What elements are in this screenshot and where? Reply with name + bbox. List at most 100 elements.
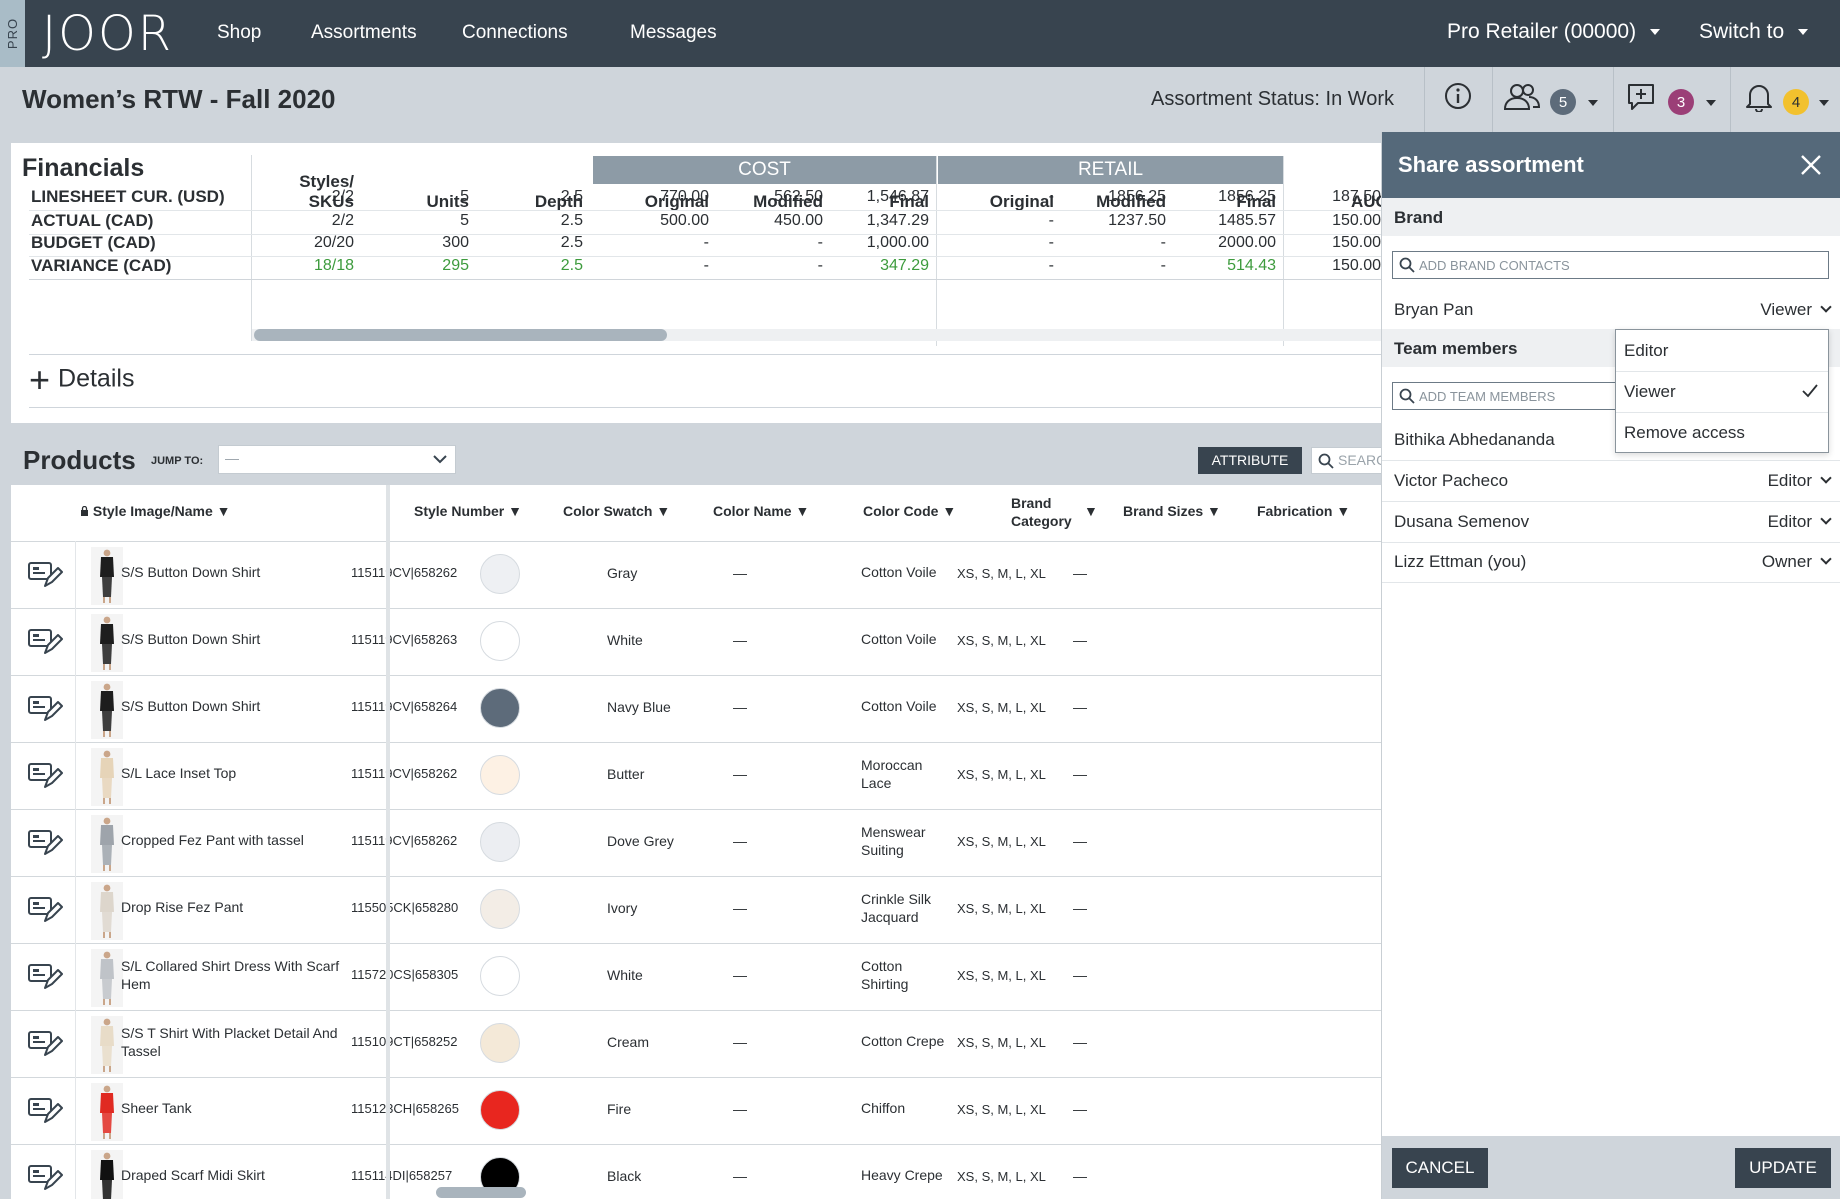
brand-contact-role-select[interactable]: Viewer <box>1712 300 1832 320</box>
style-name[interactable]: Tassel <box>121 1043 161 1059</box>
filter-icon[interactable]: ▼ <box>216 503 231 519</box>
fabrication: — <box>1073 900 1087 916</box>
table-row[interactable]: S/S Button Down Shirt 115119CV|658264 Navy… <box>11 675 1381 742</box>
details-toggle[interactable]: + Details <box>29 359 134 401</box>
brand-sizes: XS, S, M, L, XL <box>957 767 1046 782</box>
top-navigation-bar: PRO JOOR Shop Assortments Connections Me… <box>0 0 1840 67</box>
nav-connections[interactable]: Connections <box>462 22 568 43</box>
filter-icon[interactable]: ▼ <box>795 503 810 519</box>
edit-style-icon[interactable] <box>27 560 63 590</box>
chevron-down-icon <box>1820 513 1832 525</box>
style-number: 115505CK|658280 <box>351 900 459 915</box>
team-member-role-select[interactable]: Owner <box>1682 552 1832 572</box>
style-name[interactable]: S/S T Shirt With Placket Detail And <box>121 1025 338 1041</box>
collaborators-icon[interactable] <box>1503 82 1541 112</box>
style-name[interactable]: Cropped Fez Pant with tassel <box>121 832 304 848</box>
jump-to-select[interactable]: — <box>218 445 456 474</box>
table-row[interactable]: Sheer Tank 115123CH|658265 Fire — Chiffon XS,… <box>11 1077 1381 1144</box>
edit-style-icon[interactable] <box>27 1029 63 1059</box>
column-style-image-name[interactable]: Style Image/Name ▼ <box>80 502 230 520</box>
column-color-swatch[interactable]: Color Swatch ▼ <box>563 502 670 520</box>
style-thumbnail[interactable] <box>91 949 123 1007</box>
column-color-name[interactable]: Color Name ▼ <box>713 502 809 520</box>
caret-down-icon[interactable] <box>1706 100 1716 106</box>
style-name[interactable]: Sheer Tank <box>121 1100 192 1116</box>
edit-style-icon[interactable] <box>27 694 63 724</box>
attribute-button[interactable]: ATTRIBUTE <box>1198 447 1302 474</box>
caret-down-icon[interactable] <box>1819 100 1829 106</box>
style-thumbnail[interactable] <box>91 882 123 940</box>
cancel-button[interactable]: CANCEL <box>1392 1148 1488 1188</box>
table-row[interactable]: S/S Button Down Shirt 115119CV|658262 Gray… <box>11 541 1381 608</box>
style-thumbnail[interactable] <box>91 815 123 873</box>
table-horizontal-scroll-thumb[interactable] <box>436 1187 526 1198</box>
style-thumbnail[interactable] <box>91 681 123 739</box>
style-number: 115720CS|658305 <box>351 967 459 982</box>
filter-icon[interactable]: ▼ <box>1084 503 1098 519</box>
caret-down-icon[interactable] <box>1588 100 1598 106</box>
style-name[interactable]: S/L Lace Inset Top <box>121 765 237 781</box>
edit-style-icon[interactable] <box>27 895 63 925</box>
table-row[interactable]: S/S Button Down Shirt 115119CV|658263 Whit… <box>11 608 1381 675</box>
edit-style-icon[interactable] <box>27 761 63 791</box>
nav-assortments[interactable]: Assortments <box>311 22 417 43</box>
retailer-selector[interactable]: Pro Retailer (00000) <box>1447 20 1661 44</box>
comment-add-icon[interactable] <box>1626 82 1656 112</box>
table-row[interactable]: S/L Lace Inset Top 115119CV|658262 Butter —… <box>11 742 1381 809</box>
column-fabrication[interactable]: Fabrication ▼ <box>1257 502 1350 520</box>
edit-style-icon[interactable] <box>27 828 63 858</box>
financials-scroll-thumb[interactable] <box>254 329 667 341</box>
style-thumbnail[interactable] <box>91 1150 123 1199</box>
table-row[interactable]: Drop Rise Fez Pant 115505CK|658280 Ivory — C… <box>11 876 1381 943</box>
edit-style-icon[interactable] <box>27 1163 63 1193</box>
team-member-role-select[interactable]: Editor <box>1682 471 1832 491</box>
column-color-code[interactable]: Color Code ▼ <box>863 502 956 520</box>
style-thumbnail[interactable] <box>91 547 123 605</box>
product-search-input[interactable]: SEARCH <box>1311 447 1396 474</box>
edit-style-icon[interactable] <box>27 962 63 992</box>
column-style-number[interactable]: Style Number ▼ <box>414 502 522 520</box>
info-icon[interactable] <box>1444 82 1472 110</box>
notification-bell-icon[interactable] <box>1745 82 1773 112</box>
team-member-role-select[interactable]: Editor <box>1682 512 1832 532</box>
brand-contacts-input[interactable]: ADD BRAND CONTACTS <box>1392 251 1829 279</box>
filter-icon[interactable]: ▼ <box>656 503 671 519</box>
update-button[interactable]: UPDATE <box>1735 1148 1831 1188</box>
filter-icon[interactable]: ▼ <box>508 503 522 519</box>
style-name[interactable]: S/L Collared Shirt Dress With Scarf <box>121 958 340 974</box>
table-row[interactable]: Cropped Fez Pant with tassel 115119CV|658… <box>11 809 1381 876</box>
edit-style-icon[interactable] <box>27 627 63 657</box>
column-brand-sizes[interactable]: Brand Sizes ▼ <box>1123 502 1221 520</box>
table-row[interactable]: S/L Collared Shirt Dress With Scarf Hem 11… <box>11 943 1381 1010</box>
column-brand-category[interactable]: Brand Category <box>1011 494 1072 530</box>
style-name[interactable]: Drop Rise Fez Pant <box>121 899 244 915</box>
close-icon[interactable] <box>1800 154 1822 176</box>
style-thumbnail[interactable] <box>91 1083 123 1141</box>
style-name[interactable]: S/S Button Down Shirt <box>121 631 261 647</box>
role-option-label: Viewer <box>1624 382 1676 401</box>
style-name[interactable]: S/S Button Down Shirt <box>121 564 261 580</box>
team-members-input[interactable]: ADD TEAM MEMBERS <box>1392 382 1616 410</box>
role-option-editor[interactable]: Editor <box>1616 330 1828 371</box>
filter-icon[interactable]: ▼ <box>1336 503 1351 519</box>
style-name[interactable]: S/S Button Down Shirt <box>121 698 261 714</box>
chevron-down-icon <box>1820 472 1832 484</box>
filter-icon[interactable]: ▼ <box>942 503 957 519</box>
filter-icon[interactable]: ▼ <box>1207 503 1221 519</box>
role-option-viewer[interactable]: Viewer <box>1616 371 1828 412</box>
color-name: White <box>607 632 643 648</box>
table-row[interactable]: Draped Scarf Midi Skirt 115114DI|658257 Bl… <box>11 1144 1381 1199</box>
table-row[interactable]: S/S T Shirt With Placket Detail And Tasse… <box>11 1010 1381 1077</box>
switch-to-menu[interactable]: Switch to <box>1699 20 1809 44</box>
style-thumbnail[interactable] <box>91 748 123 806</box>
style-name[interactable]: Draped Scarf Midi Skirt <box>121 1167 265 1183</box>
nav-messages[interactable]: Messages <box>630 22 717 43</box>
nav-shop[interactable]: Shop <box>217 22 262 43</box>
edit-style-icon[interactable] <box>27 1096 63 1126</box>
style-thumbnail[interactable] <box>91 1016 123 1074</box>
style-thumbnail[interactable] <box>91 614 123 672</box>
joor-logo[interactable]: JOOR <box>42 6 174 62</box>
role-option-remove-access[interactable]: Remove access <box>1616 412 1828 453</box>
financial-cell-auc: 150.00 <box>1332 212 1381 229</box>
style-name[interactable]: Hem <box>121 976 151 992</box>
